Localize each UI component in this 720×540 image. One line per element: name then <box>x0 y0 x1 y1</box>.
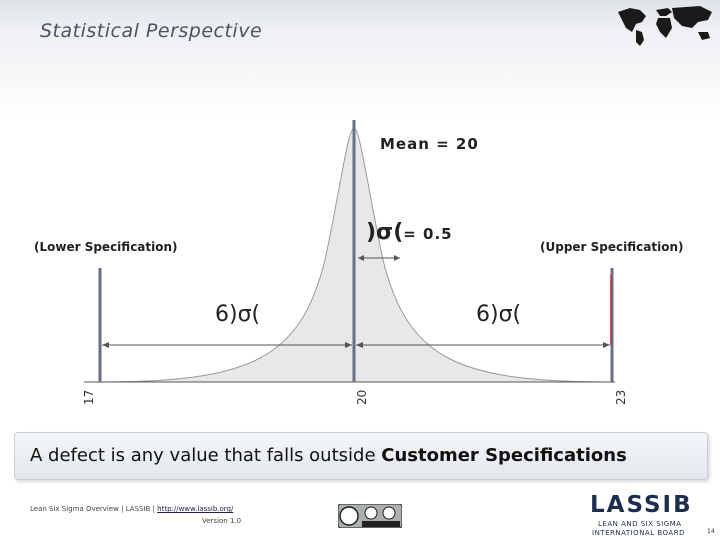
lassib-logo: LASSIB <box>590 492 693 518</box>
defect-statement-prefix: A defect is any value that falls outside <box>30 445 382 466</box>
page-number: 14 <box>707 528 715 535</box>
footer-version: Version 1.0 <box>202 517 242 525</box>
six-sigma-right-label: 6)σ( <box>476 302 522 327</box>
six-sigma-left-label: 6)σ( <box>215 302 261 327</box>
defect-statement: A defect is any value that falls outside… <box>30 445 627 466</box>
defect-banner <box>14 432 708 480</box>
tick-label-23: 23 <box>614 389 628 405</box>
upper-spec-label: (Upper Specification) <box>540 240 684 254</box>
footer-course: Lean Six Sigma Overview | LASSIB | http:… <box>30 505 233 513</box>
sigma-value: = 0.5 <box>403 225 453 243</box>
lower-spec-label: (Lower Specification) <box>34 240 178 254</box>
normal-distribution-diagram <box>84 120 615 383</box>
lassib-logo-subtitle-2: INTERNATIONAL BOARD <box>592 529 685 537</box>
sigma-symbol: )σ( <box>366 220 404 245</box>
defect-statement-emphasis: Customer Specifications <box>381 445 627 466</box>
creative-commons-badge-icon <box>338 504 402 528</box>
tick-label-20: 20 <box>355 389 369 405</box>
mean-label: Mean = 20 <box>380 135 479 153</box>
lassib-logo-subtitle-1: LEAN AND SIX SIGMA <box>598 520 682 528</box>
tick-label-17: 17 <box>82 389 96 405</box>
footer-url-link[interactable]: http://www.lassib.org/ <box>157 505 234 513</box>
world-map-icon <box>618 6 712 46</box>
footer-course-label: Lean Six Sigma Overview | LASSIB | <box>30 505 158 513</box>
slide-title: Statistical Perspective <box>40 20 263 42</box>
sigma-label: )σ(= 0.5 <box>366 220 453 245</box>
